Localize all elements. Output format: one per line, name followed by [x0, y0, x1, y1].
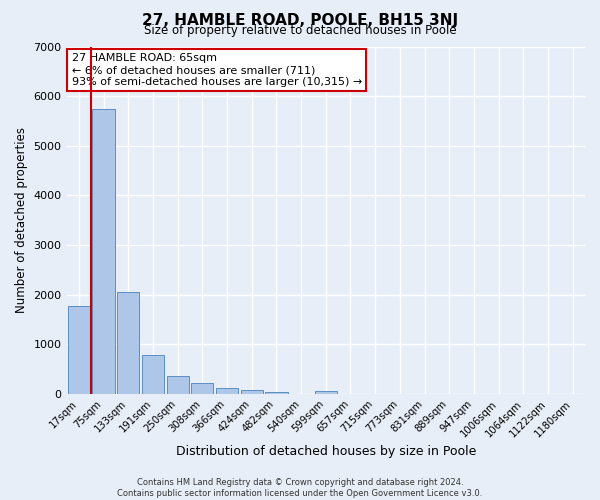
Bar — [191, 382, 214, 394]
Text: 27 HAMBLE ROAD: 65sqm
← 6% of detached houses are smaller (711)
93% of semi-deta: 27 HAMBLE ROAD: 65sqm ← 6% of detached h… — [72, 54, 362, 86]
Text: Size of property relative to detached houses in Poole: Size of property relative to detached ho… — [143, 24, 457, 37]
X-axis label: Distribution of detached houses by size in Poole: Distribution of detached houses by size … — [176, 444, 476, 458]
Bar — [68, 306, 90, 394]
Bar — [314, 392, 337, 394]
Bar — [241, 390, 263, 394]
Bar — [265, 392, 287, 394]
Text: 27, HAMBLE ROAD, POOLE, BH15 3NJ: 27, HAMBLE ROAD, POOLE, BH15 3NJ — [142, 12, 458, 28]
Text: Contains HM Land Registry data © Crown copyright and database right 2024.
Contai: Contains HM Land Registry data © Crown c… — [118, 478, 482, 498]
Bar — [142, 354, 164, 394]
Bar — [92, 108, 115, 394]
Bar — [167, 376, 189, 394]
Y-axis label: Number of detached properties: Number of detached properties — [15, 127, 28, 313]
Bar — [117, 292, 139, 394]
Bar — [216, 388, 238, 394]
